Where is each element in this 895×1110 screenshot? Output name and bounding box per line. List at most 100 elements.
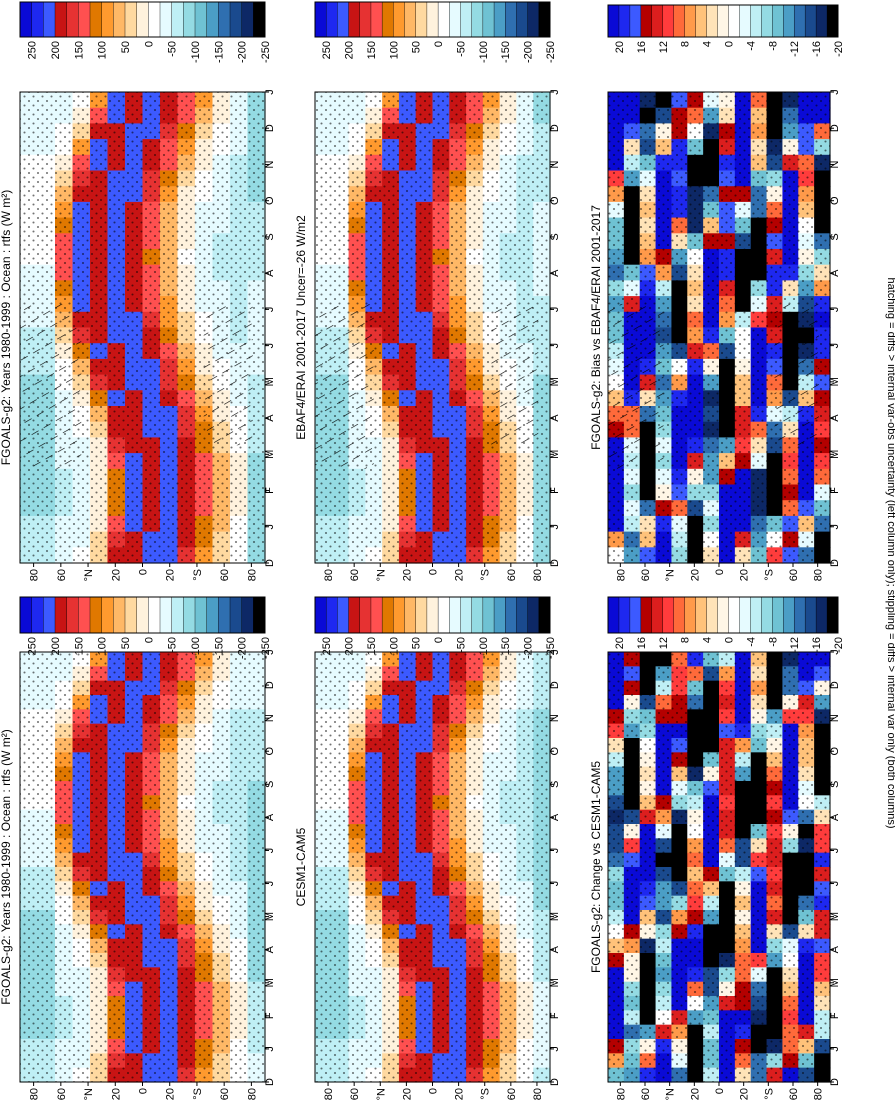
- month-tick-label: F: [549, 1012, 561, 1019]
- colorbar-swatch: [651, 596, 664, 634]
- colorbar-tick-label: -150: [213, 41, 225, 63]
- lat-tick-label: 80: [323, 569, 335, 581]
- colorbar-swatch: [159, 1, 173, 38]
- colorbar-tick-label: 0: [724, 637, 736, 643]
- month-tick-label: J: [549, 307, 561, 313]
- month-tick-label: D: [829, 681, 841, 689]
- panel-p4: 80 60 °N 20 0 20 °S 60 80DJFMAMJJASONDJFGOALS-g2…: [0, 596, 276, 1100]
- colorbar-tick-label: 250: [27, 637, 39, 655]
- lat-tick-label: 80: [29, 1088, 41, 1100]
- colorbar-tick-label: 200: [344, 637, 356, 655]
- colorbar-swatch: [772, 4, 784, 38]
- colorbar-swatch: [124, 1, 138, 38]
- colorbar-swatch: [124, 596, 138, 634]
- colorbar-swatch: [381, 596, 394, 634]
- lat-tick-label: 20: [689, 569, 701, 581]
- lat-tick-label: 60: [56, 1088, 68, 1100]
- colorbar-swatch: [739, 4, 751, 38]
- colorbar-p5: 250 200 150 100 50 0 -50 -100 -150 -200 -250: [314, 596, 557, 659]
- colorbar-tick-label: 0: [433, 637, 445, 643]
- month-tick-label: O: [549, 196, 561, 205]
- month-tick-label: M: [264, 450, 276, 459]
- month-tick-label: M: [549, 912, 561, 921]
- colorbar-swatch: [359, 596, 372, 634]
- month-tick-label: M: [829, 978, 841, 987]
- colorbar-swatch: [337, 596, 350, 634]
- colorbar-swatch: [673, 4, 686, 38]
- colorbar-swatch: [471, 1, 484, 38]
- colorbar-swatch: [527, 596, 540, 634]
- panel-p3: 80 60 °N 20 0 20 °S 60 80DJFMAMJJASONDJFGOALS-g2…: [589, 4, 845, 581]
- month-tick-label: J: [829, 307, 841, 313]
- colorbar-tick-label: -200: [237, 637, 249, 659]
- colorbar-swatch: [183, 596, 196, 634]
- lat-tick-label: 80: [813, 569, 825, 581]
- colorbar-swatch: [804, 4, 817, 38]
- colorbar-tick-label: -12: [789, 41, 801, 57]
- colorbar-tick-label: -50: [167, 637, 179, 653]
- colorbar-swatch: [393, 596, 406, 634]
- colorbar-swatch: [31, 596, 44, 634]
- lat-tick-label: 80: [813, 1088, 825, 1100]
- colorbar-tick-label: -100: [190, 41, 202, 63]
- lat-tick-label: °N: [375, 569, 387, 581]
- month-tick-label: A: [829, 945, 841, 953]
- month-tick-label: M: [549, 450, 561, 459]
- colorbar-swatch: [629, 596, 642, 634]
- lat-tick-label: 20: [165, 569, 177, 581]
- lat-tick-label: 0: [714, 1088, 726, 1094]
- month-tick-label: N: [829, 714, 841, 722]
- lat-tick-label: 20: [110, 569, 122, 581]
- colorbar-tick-label: -4: [745, 41, 757, 51]
- month-tick-label: O: [264, 196, 276, 205]
- colorbar-swatch: [437, 596, 450, 634]
- panel-title: FGOALS-g2: Change vs CESM1-CAM5: [589, 761, 603, 973]
- colorbar-swatch: [229, 596, 243, 634]
- month-tick-label: O: [829, 746, 841, 755]
- lat-tick-label: °N: [83, 569, 95, 581]
- lat-tick-label: 20: [165, 1088, 177, 1100]
- colorbar-swatch: [728, 596, 740, 634]
- colorbar-tick-label: -50: [167, 41, 179, 57]
- colorbar-swatch: [325, 1, 338, 38]
- month-tick-label: D: [549, 1078, 561, 1086]
- colorbar-swatch: [253, 1, 266, 38]
- panel-title: EBAF4/ERAI 2001-2017 Uncer=-26 W/m2: [294, 215, 308, 440]
- colorbar-swatch: [183, 1, 196, 38]
- month-tick-label: A: [829, 269, 841, 277]
- colorbar-tick-label: 8: [680, 41, 692, 47]
- lat-tick-label: 0: [428, 1088, 440, 1094]
- month-tick-label: F: [829, 1012, 841, 1019]
- colorbar-swatch: [482, 1, 495, 38]
- colorbar-swatch: [325, 596, 338, 634]
- month-tick-label: D: [549, 559, 561, 567]
- month-tick-label: J: [829, 343, 841, 349]
- month-tick-label: S: [549, 233, 561, 240]
- panel-p6: 80 60 °N 20 0 20 °S 60 80DJFMAMJJASONDJFGOALS-g2…: [589, 596, 845, 1100]
- colorbar-swatch: [493, 1, 506, 38]
- colorbar-swatch: [404, 596, 417, 634]
- month-tick-label: N: [549, 714, 561, 722]
- lat-tick-label: °S: [480, 1088, 492, 1100]
- colorbar-swatch: [370, 1, 383, 38]
- lat-tick-label: 60: [506, 569, 518, 581]
- colorbar-swatch: [101, 596, 114, 634]
- lat-tick-label: 80: [532, 569, 544, 581]
- lat-tick-label: 80: [246, 569, 258, 581]
- lat-tick-label: 80: [615, 569, 627, 581]
- month-tick-label: J: [549, 524, 561, 530]
- colorbar-swatch: [404, 1, 417, 38]
- month-tick-label: M: [264, 978, 276, 987]
- colorbar-tick-label: 16: [636, 637, 648, 649]
- colorbar-tick-label: -16: [811, 637, 823, 653]
- colorbar-swatch: [314, 596, 327, 634]
- colorbar-swatch: [783, 4, 795, 38]
- month-tick-label: J: [549, 881, 561, 887]
- lat-tick-label: 60: [506, 1088, 518, 1100]
- lat-tick-label: °S: [763, 569, 775, 581]
- colorbar-swatch: [783, 596, 795, 634]
- colorbar-swatch: [728, 4, 740, 38]
- colorbar-tick-label: -8: [767, 41, 779, 51]
- month-tick-label: D: [264, 1078, 276, 1086]
